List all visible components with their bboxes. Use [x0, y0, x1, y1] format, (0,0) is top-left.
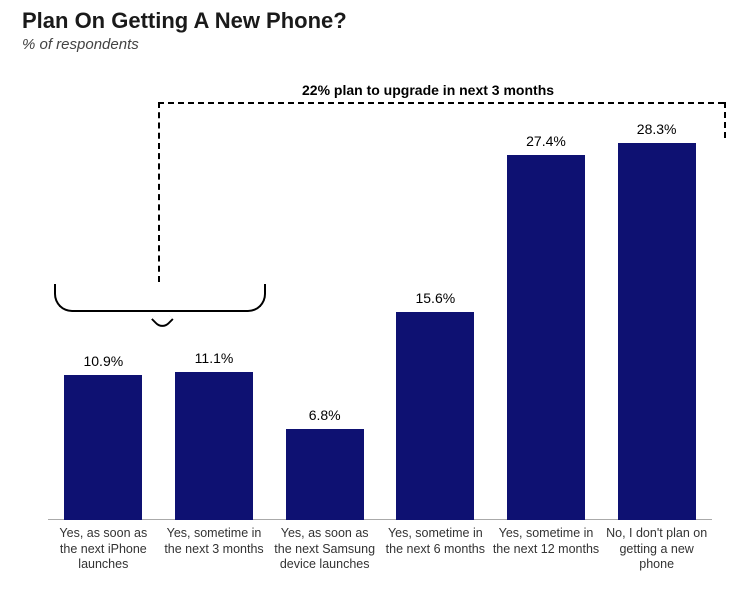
bar-value-label: 10.9% — [83, 353, 123, 369]
annotation-leader-horizontal — [158, 102, 724, 104]
annotation-leader-vertical-right — [724, 102, 726, 138]
bar-value-label: 15.6% — [415, 290, 455, 306]
bar — [175, 372, 253, 520]
chart-subtitle: % of respondents — [22, 36, 139, 53]
category-label: Yes, as soon as the next iPhone launches — [50, 526, 157, 573]
category-label: No, I don't plan on getting a new phone — [603, 526, 710, 573]
bar-chart: 10.9%Yes, as soon as the next iPhone lau… — [48, 120, 712, 520]
category-label: Yes, sometime in the next 12 months — [493, 526, 600, 557]
bar-value-label: 11.1% — [195, 350, 234, 366]
bar — [64, 375, 142, 520]
bar — [286, 429, 364, 520]
bar — [507, 155, 585, 520]
bar-value-label: 27.4% — [526, 133, 566, 149]
chart-baseline — [48, 519, 712, 520]
bar-value-label: 6.8% — [309, 407, 341, 423]
category-label: Yes, sometime in the next 6 months — [382, 526, 489, 557]
bar-value-label: 28.3% — [637, 121, 677, 137]
category-label: Yes, as soon as the next Samsung device … — [271, 526, 378, 573]
chart-title: Plan On Getting A New Phone? — [22, 8, 347, 34]
category-label: Yes, sometime in the next 3 months — [161, 526, 268, 557]
bar — [618, 143, 696, 520]
bar — [396, 312, 474, 520]
annotation-text: 22% plan to upgrade in next 3 months — [302, 82, 554, 98]
